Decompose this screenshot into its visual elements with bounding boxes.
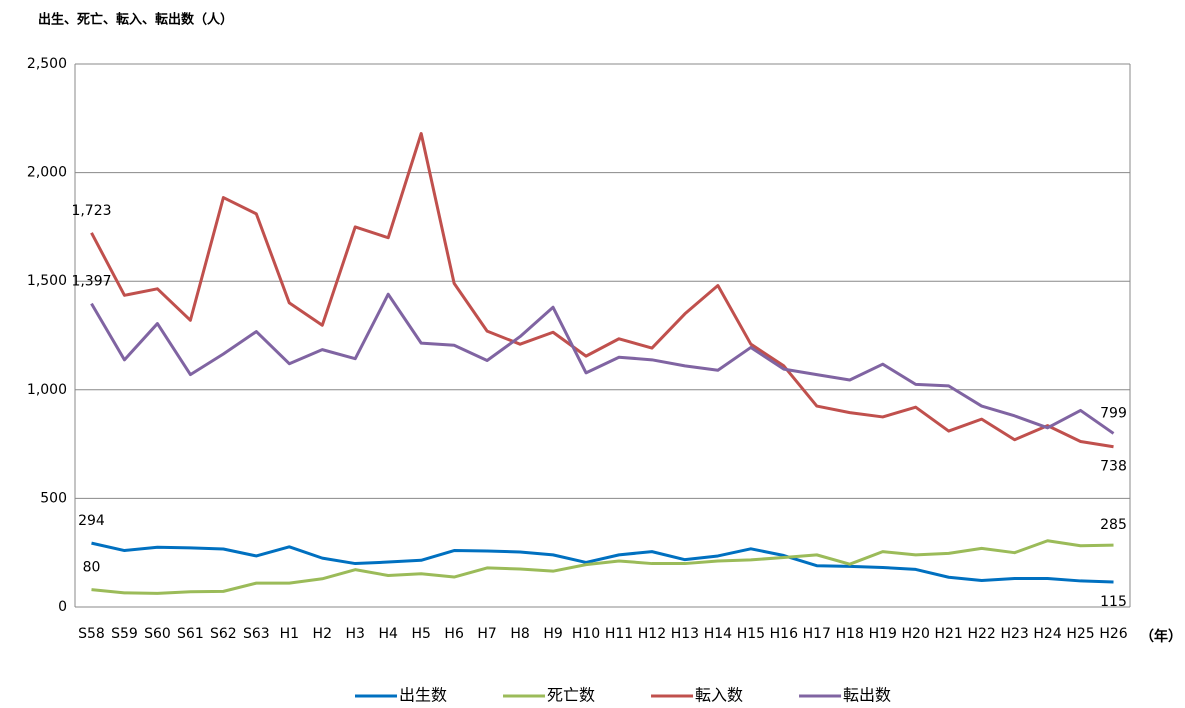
x-tick-label: H22 <box>967 626 995 642</box>
data-label: 1,723 <box>71 203 111 219</box>
x-tick-label: H21 <box>935 626 963 642</box>
x-tick-label: S58 <box>78 626 105 642</box>
x-tick-label: S59 <box>111 626 138 642</box>
x-tick-label: H11 <box>605 626 633 642</box>
x-tick-label: H3 <box>346 626 365 642</box>
x-tick-label: H2 <box>313 626 332 642</box>
x-tick-label: H23 <box>1000 626 1028 642</box>
data-label: 799 <box>1100 405 1127 421</box>
x-tick-label: H8 <box>510 626 529 642</box>
y-tick-label: 1,500 <box>27 273 67 289</box>
x-tick-label: H13 <box>671 626 699 642</box>
legend-label: 出生数 <box>399 686 447 705</box>
x-tick-label: H25 <box>1066 626 1094 642</box>
x-tick-label: H20 <box>902 626 930 642</box>
series-line <box>91 541 1114 584</box>
x-axis-label: （年） <box>1140 628 1182 645</box>
x-tick-label: H16 <box>770 626 798 642</box>
x-tick-label: H26 <box>1099 626 1127 642</box>
x-tick-label: H17 <box>803 626 831 642</box>
legend-label: 転出数 <box>843 686 891 705</box>
series-line <box>90 132 1114 449</box>
x-tick-label: H15 <box>737 626 765 642</box>
legend-label: 死亡数 <box>547 686 595 705</box>
x-tick-label: H24 <box>1033 626 1061 642</box>
x-tick-label: H6 <box>444 626 464 642</box>
x-tick-label: H19 <box>869 626 897 642</box>
x-tick-label: H12 <box>638 626 666 642</box>
data-label: 115 <box>1100 594 1127 610</box>
y-tick-label: 2,500 <box>27 56 67 72</box>
chart-title: 出生、死亡、転入、転出数（人） <box>38 12 233 28</box>
x-tick-label: S62 <box>210 626 237 642</box>
x-tick-label: H14 <box>704 626 732 642</box>
x-tick-label: H1 <box>280 626 299 642</box>
x-tick-label: H4 <box>378 626 398 642</box>
data-label: 80 <box>83 560 101 576</box>
y-tick-label: 500 <box>40 490 67 506</box>
y-tick-label: 2,000 <box>27 165 67 181</box>
legend-label: 転入数 <box>695 686 743 705</box>
data-label: 285 <box>1100 517 1127 533</box>
data-label: 738 <box>1100 459 1127 475</box>
series-line <box>90 292 1115 435</box>
x-tick-label: H10 <box>572 626 600 642</box>
x-tick-label: S63 <box>243 626 270 642</box>
x-tick-label: H7 <box>477 626 496 642</box>
series-line <box>91 539 1114 595</box>
x-tick-label: H9 <box>543 626 562 642</box>
y-tick-label: 1,000 <box>27 382 67 398</box>
x-tick-label: S61 <box>177 626 204 642</box>
x-tick-label: S60 <box>144 626 171 642</box>
x-tick-label: H5 <box>411 626 430 642</box>
data-label: 1,397 <box>71 274 111 290</box>
legend: 出生数 死亡数 転入数 転出数 <box>355 686 891 705</box>
y-tick-label: 0 <box>58 599 67 615</box>
data-label: 294 <box>78 513 105 529</box>
x-tick-label: H18 <box>836 626 864 642</box>
